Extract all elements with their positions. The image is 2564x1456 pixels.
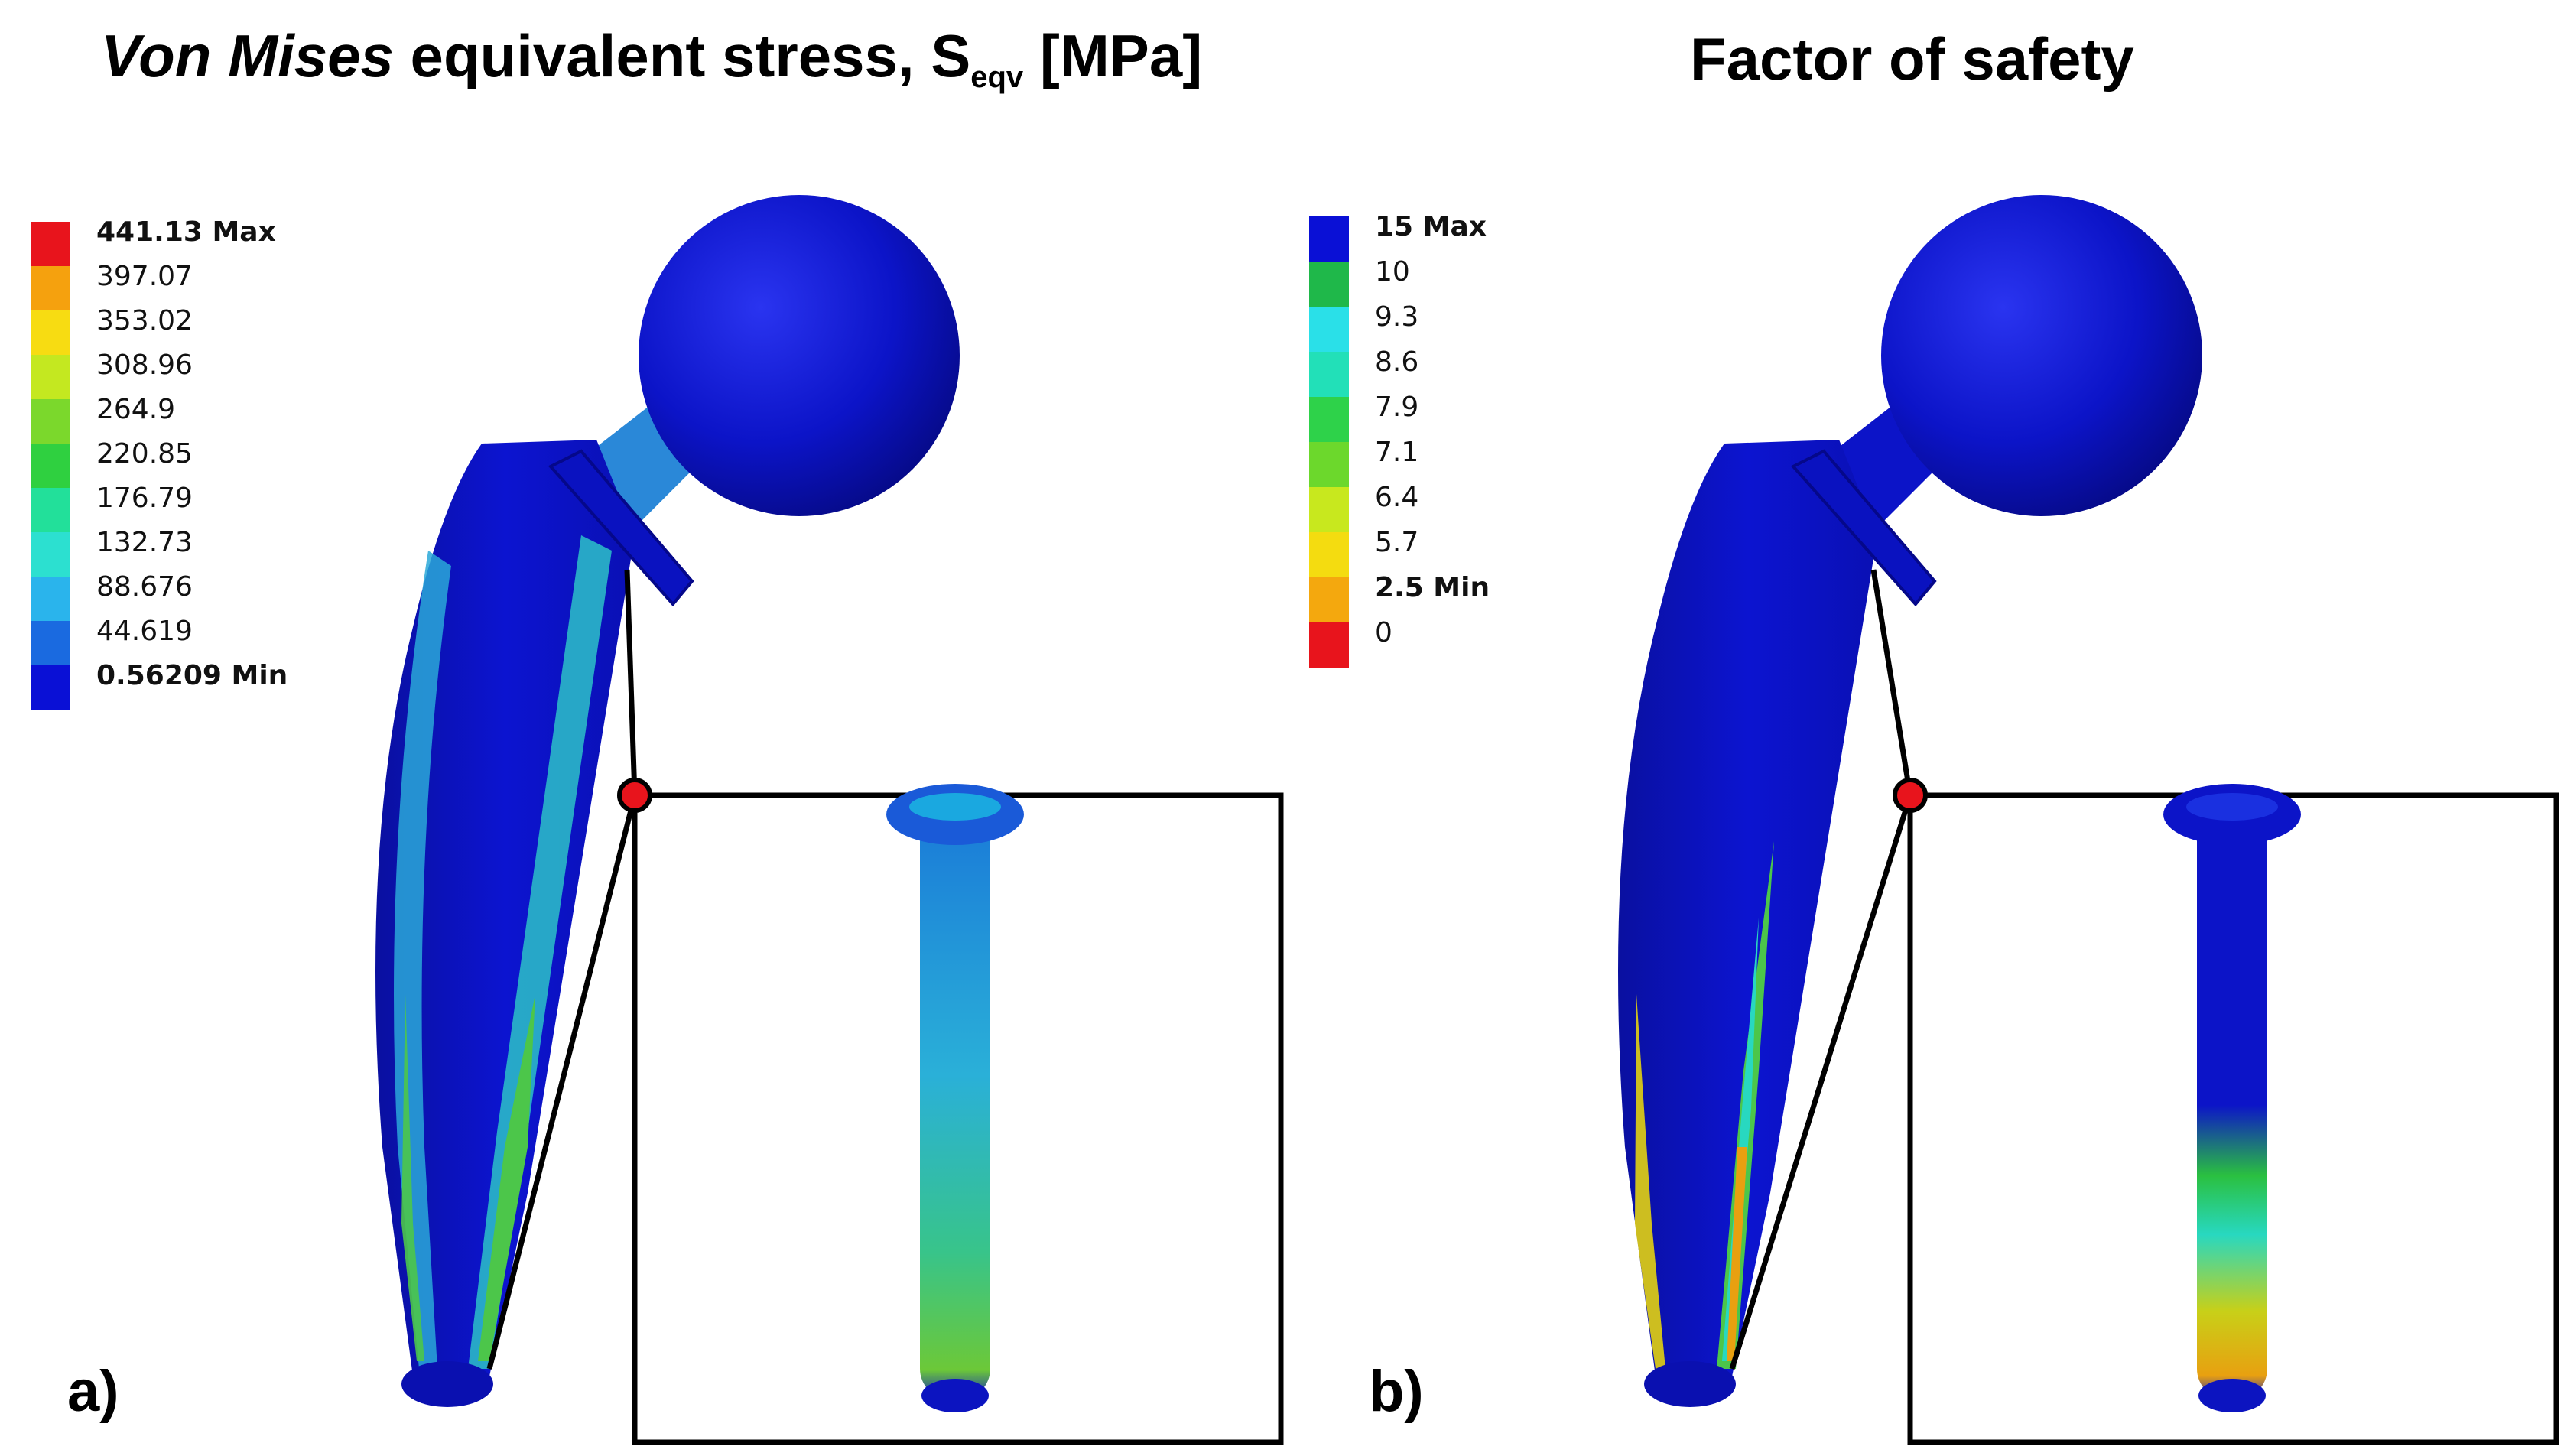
panel-b-legend: 15 Max 10 9.3 8.6 7.9 7.1 6.4 5.7 2.5 Min 0 bbox=[1309, 211, 1554, 691]
panel-b-inset-rod bbox=[2163, 784, 2301, 1412]
panel-a-title-italic: Von Mises bbox=[101, 22, 394, 89]
legend-b-label-3: 8.6 bbox=[1375, 346, 1419, 378]
legend-b-swatch-4 bbox=[1309, 397, 1349, 442]
legend-b-swatch-6 bbox=[1309, 487, 1349, 532]
panel-a-implant bbox=[375, 195, 960, 1407]
legend-b-label-9: 0 bbox=[1375, 617, 1392, 648]
legend-b-label-7: 5.7 bbox=[1375, 527, 1419, 558]
panel-b-zoom-lines bbox=[1729, 569, 1913, 1370]
legend-a-label-3: 308.96 bbox=[96, 349, 193, 381]
panel-b-implant bbox=[1618, 195, 2202, 1407]
legend-b-swatch-9 bbox=[1309, 622, 1349, 668]
legend-a-label-7: 132.73 bbox=[96, 527, 193, 558]
legend-a-label-6: 176.79 bbox=[96, 483, 193, 514]
legend-a-swatch-9 bbox=[31, 621, 70, 665]
legend-a-swatch-4 bbox=[31, 399, 70, 444]
legend-b-swatch-8 bbox=[1309, 577, 1349, 622]
legend-b-swatch-7 bbox=[1309, 532, 1349, 577]
panel-a-title: Von Mises equivalent stress, Seqv [MPa] bbox=[101, 26, 1202, 93]
panel-a-inset-rod bbox=[886, 784, 1024, 1412]
legend-b-swatch-0 bbox=[1309, 216, 1349, 262]
panel-a-zoom-marker bbox=[617, 778, 652, 813]
legend-a-label-2: 353.02 bbox=[96, 305, 193, 336]
legend-a-swatch-3 bbox=[31, 355, 70, 399]
legend-b-swatch-2 bbox=[1309, 307, 1349, 352]
panel-a-title-text: equivalent stress, S bbox=[393, 22, 971, 89]
legend-a-label-1: 397.07 bbox=[96, 261, 193, 292]
legend-a-label-9: 44.619 bbox=[96, 616, 193, 647]
legend-a-swatch-10 bbox=[31, 665, 70, 710]
panel-b-zoom-marker bbox=[1893, 778, 1928, 813]
legend-a-swatch-6 bbox=[31, 488, 70, 532]
legend-a-label-0: 441.13 Max bbox=[96, 216, 276, 248]
legend-b-label-5: 7.1 bbox=[1375, 437, 1419, 468]
panel-a-title-unit: [MPa] bbox=[1023, 22, 1203, 89]
legend-b-label-2: 9.3 bbox=[1375, 301, 1419, 333]
legend-b-swatch-5 bbox=[1309, 442, 1349, 487]
legend-a-swatch-8 bbox=[31, 577, 70, 621]
legend-a-swatch-1 bbox=[31, 266, 70, 310]
legend-a-swatch-7 bbox=[31, 532, 70, 577]
legend-b-label-1: 10 bbox=[1375, 256, 1410, 288]
panel-b-label: b) bbox=[1369, 1359, 1424, 1424]
legend-a-label-5: 220.85 bbox=[96, 438, 193, 470]
legend-a-label-10: 0.56209 Min bbox=[96, 660, 288, 691]
legend-a-label-4: 264.9 bbox=[96, 394, 176, 425]
legend-b-label-4: 7.9 bbox=[1375, 392, 1419, 423]
legend-a-swatch-2 bbox=[31, 310, 70, 355]
legend-b-label-8: 2.5 Min bbox=[1375, 572, 1490, 603]
legend-a-swatch-5 bbox=[31, 444, 70, 488]
panel-b-title: Factor of safety bbox=[1690, 25, 2134, 93]
legend-b-label-0: 15 Max bbox=[1375, 211, 1487, 242]
legend-a-label-8: 88.676 bbox=[96, 571, 193, 603]
panel-a-title-subscript: eqv bbox=[970, 60, 1024, 94]
panel-a-zoom-lines bbox=[486, 569, 638, 1370]
panel-a-legend: 441.13 Max 397.07 353.02 308.96 264.9 220.85 1… bbox=[31, 216, 291, 710]
legend-b-label-6: 6.4 bbox=[1375, 482, 1419, 513]
legend-b-swatch-1 bbox=[1309, 262, 1349, 307]
legend-a-swatch-0 bbox=[31, 222, 70, 266]
legend-b-swatch-3 bbox=[1309, 352, 1349, 397]
panel-a-label: a) bbox=[67, 1359, 119, 1424]
